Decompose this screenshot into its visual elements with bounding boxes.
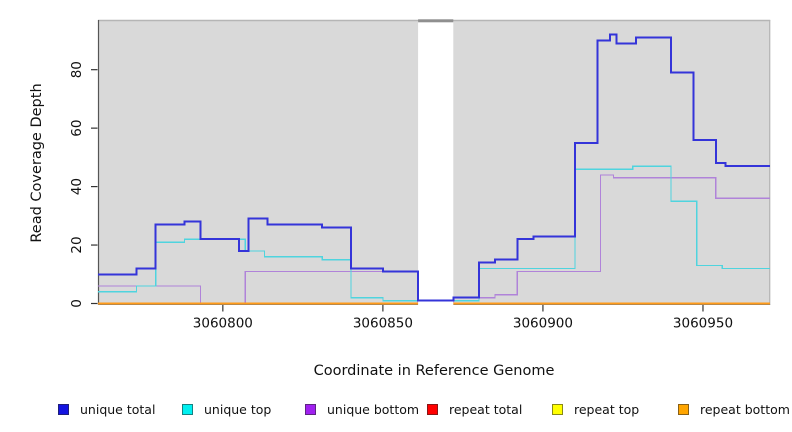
y-tick-label: 40 <box>69 178 85 195</box>
y-tick-label: 20 <box>69 236 85 253</box>
series-unique-bottom <box>98 174 771 305</box>
y-tick-label: 80 <box>69 61 85 78</box>
gap-top-bar <box>418 19 454 23</box>
x-tick-label: 3060900 <box>513 316 573 332</box>
y-tick-label: 60 <box>69 120 85 137</box>
gap-band <box>418 21 454 306</box>
x-tick-label: 3060850 <box>353 316 413 332</box>
series-unique-total <box>98 33 771 302</box>
y-tick-label: 0 <box>69 299 85 308</box>
x-tick-label: 3060800 <box>193 316 253 332</box>
x-axis-label: Coordinate in Reference Genome <box>313 363 555 379</box>
series-unique-top <box>98 165 771 302</box>
x-tick-label: 3060950 <box>673 316 733 332</box>
y-axis-label: Read Coverage Depth <box>29 83 45 243</box>
